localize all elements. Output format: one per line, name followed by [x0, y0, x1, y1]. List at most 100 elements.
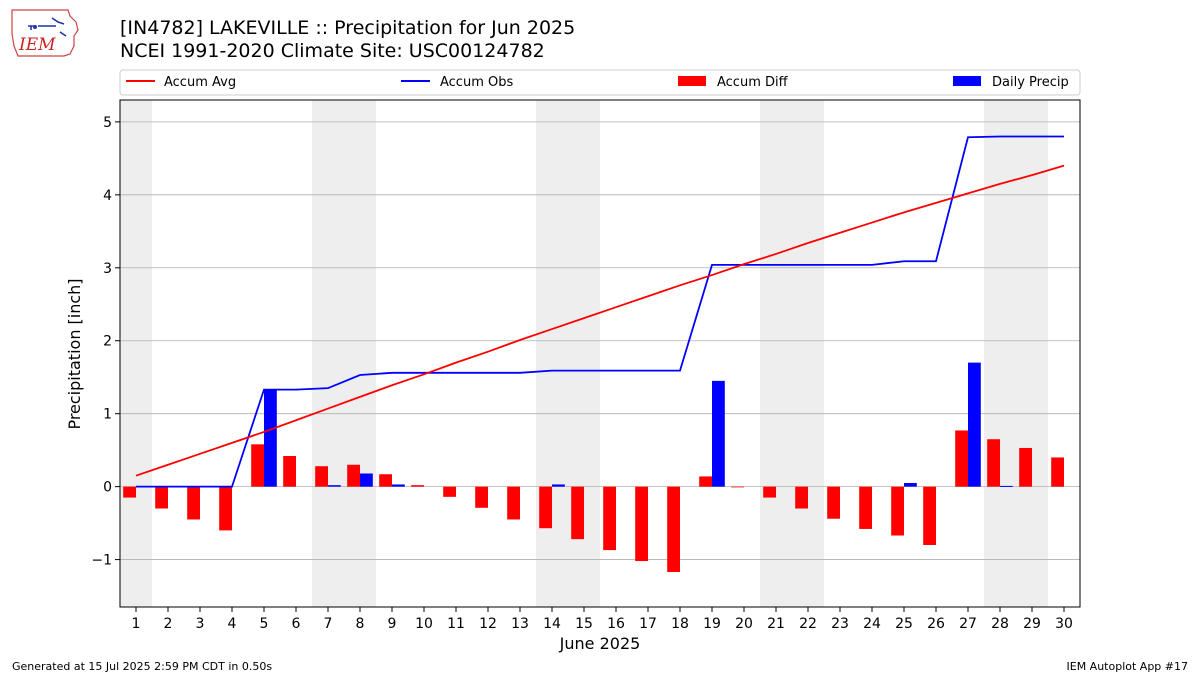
- x-tick-label: 2: [164, 616, 173, 632]
- legend-accum-diff-swatch: [678, 76, 706, 86]
- footer-generated-text: Generated at 15 Jul 2025 2:59 PM CDT in …: [12, 660, 273, 673]
- accum-diff-bar: [891, 486, 904, 536]
- accum-diff-bar: [1019, 447, 1032, 487]
- accum-diff-bar: [603, 486, 616, 551]
- y-tick-label: 0: [103, 480, 112, 496]
- weekend-band: [312, 100, 376, 607]
- accum-diff-bar: [475, 486, 488, 508]
- x-tick-label: 12: [479, 616, 497, 632]
- weekend-band: [536, 100, 600, 607]
- x-tick-label: 14: [543, 616, 561, 632]
- weather-station-icon: [28, 17, 67, 37]
- accum-diff-bar: [443, 486, 456, 497]
- gridlines: [120, 121, 1080, 560]
- accum-diff-bar: [507, 486, 520, 520]
- iowa-state-outline: [11, 9, 79, 57]
- x-tick-label: 30: [1055, 616, 1073, 632]
- accum-diff-bar: [763, 486, 776, 498]
- y-tick-label: 4: [103, 188, 112, 204]
- accum-diff-bar: [1051, 457, 1064, 487]
- weekend-bands: [120, 100, 1048, 607]
- accum-diff-bar: [251, 444, 264, 487]
- x-tick-label: 24: [863, 616, 881, 632]
- x-tick-label: 27: [959, 616, 977, 632]
- daily-precip-bar: [328, 485, 341, 487]
- daily-precip-bar: [712, 380, 725, 487]
- daily-precip-bars: [264, 362, 1013, 487]
- legend-daily-precip-label: Daily Precip: [992, 75, 1069, 90]
- x-tick-label: 1: [132, 616, 141, 632]
- accum-diff-bar: [987, 439, 1000, 487]
- legend-daily-precip-swatch: [953, 76, 981, 86]
- chart-subtitle: NCEI 1991-2020 Climate Site: USC00124782: [120, 40, 545, 62]
- x-tick-label: 28: [991, 616, 1009, 632]
- iem-logo: IEM: [11, 9, 79, 57]
- y-tick-label: 1: [103, 407, 112, 423]
- x-tick-label: 3: [196, 616, 205, 632]
- weekend-band: [984, 100, 1048, 607]
- accum-diff-bar: [859, 486, 872, 529]
- y-tick-label: 2: [103, 334, 112, 350]
- accum-diff-bar: [219, 486, 232, 531]
- accum-diff-bar: [155, 486, 168, 509]
- accum-diff-bar: [187, 486, 200, 520]
- accum-avg-line: [135, 164, 1065, 477]
- accum-obs-line: [136, 135, 1064, 488]
- legend-accum-diff-label: Accum Diff: [717, 75, 789, 90]
- x-tick-label: 9: [388, 616, 397, 632]
- accum-diff-bar: [571, 486, 584, 540]
- accum-diff-bar: [795, 486, 808, 509]
- y-axis: −1 0 1 2 3 4 5: [91, 115, 120, 569]
- x-tick-label: 16: [607, 616, 625, 632]
- accum-diff-bar: [923, 486, 936, 545]
- y-tick-label: −1: [91, 553, 112, 569]
- x-tick-label: 18: [671, 616, 689, 632]
- footer-app-text: IEM Autoplot App #17: [1066, 660, 1189, 673]
- x-tick-label: 7: [324, 616, 333, 632]
- plot-frame: [119, 99, 1081, 608]
- accum-diff-bars: [123, 430, 1064, 572]
- weekend-band: [760, 100, 824, 607]
- chart-title: [IN4782] LAKEVILLE :: Precipitation for …: [120, 17, 576, 39]
- legend: Accum Avg Accum Obs Accum Diff Daily Pre…: [119, 69, 1081, 96]
- accum-diff-bar: [411, 485, 424, 487]
- accum-diff-bar: [539, 486, 552, 529]
- x-tick-label: 15: [575, 616, 593, 632]
- x-tick-label: 22: [799, 616, 817, 632]
- x-axis: 1 2 3 4 5 6 7 8 9 10 11 12 13 14 15 16 17 18 19 20 21 22 23 24 2…: [132, 607, 1073, 632]
- accum-diff-bar: [667, 486, 680, 572]
- daily-precip-bar: [552, 484, 565, 487]
- x-tick-label: 8: [356, 616, 365, 632]
- legend-accum-avg-label: Accum Avg: [164, 75, 236, 90]
- accum-diff-bar: [379, 474, 392, 487]
- daily-precip-bar: [1000, 485, 1013, 487]
- x-tick-label: 23: [831, 616, 849, 632]
- x-tick-label: 19: [703, 616, 721, 632]
- accum-diff-bar: [347, 464, 360, 487]
- x-tick-label: 21: [767, 616, 785, 632]
- accum-diff-bar: [123, 486, 136, 498]
- x-tick-label: 25: [895, 616, 913, 632]
- x-tick-label: 29: [1023, 616, 1041, 632]
- y-tick-label: 3: [103, 261, 112, 277]
- x-tick-label: 26: [927, 616, 945, 632]
- x-tick-label: 11: [447, 616, 465, 632]
- daily-precip-bar: [968, 362, 981, 487]
- accum-lines: [135, 135, 1065, 488]
- daily-precip-bar: [904, 482, 917, 487]
- x-tick-label: 20: [735, 616, 753, 632]
- x-tick-label: 10: [415, 616, 433, 632]
- x-axis-label: June 2025: [559, 634, 641, 653]
- daily-precip-bar: [360, 473, 373, 487]
- accum-diff-bar: [283, 455, 296, 487]
- logo-text: IEM: [18, 35, 56, 55]
- x-tick-label: 4: [228, 616, 237, 632]
- legend-frame: [119, 69, 1081, 96]
- accum-diff-bar: [315, 466, 328, 487]
- accum-diff-bar: [955, 430, 968, 487]
- x-tick-label: 5: [260, 616, 269, 632]
- daily-precip-bar: [264, 389, 277, 487]
- x-tick-label: 17: [639, 616, 657, 632]
- weekend-band: [120, 100, 152, 607]
